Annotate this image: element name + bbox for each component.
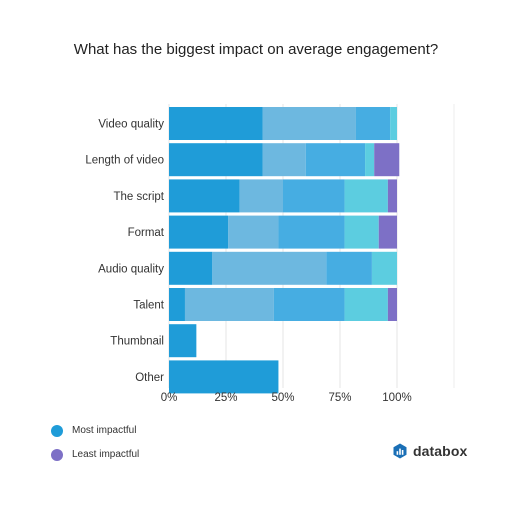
bar-segment <box>278 215 345 249</box>
category-label: Length of video <box>85 155 164 167</box>
x-tick-label: 50% <box>271 392 294 404</box>
bar-segment <box>212 251 327 285</box>
legend-dot-icon <box>51 424 63 437</box>
category-label: Audio quality <box>98 263 164 275</box>
category-label: The script <box>114 191 165 203</box>
x-tick-label: 100% <box>382 392 411 404</box>
legend-dot-icon <box>51 448 63 461</box>
bar-segment <box>228 215 279 249</box>
bar-segment <box>169 360 279 394</box>
bar-segment <box>344 288 388 321</box>
legend-label: Least impactful <box>72 449 140 460</box>
bar-segment <box>262 143 306 177</box>
x-tick-label: 0% <box>161 392 178 404</box>
chart-title: What has the biggest impact on average e… <box>73 41 439 58</box>
databox-brand: databox <box>392 443 467 459</box>
bar-segment <box>169 215 229 249</box>
bar-segment <box>387 288 397 321</box>
bar-segment <box>365 143 375 177</box>
bar-segment <box>184 288 274 321</box>
bar-segment <box>344 179 388 213</box>
bar-segment <box>169 324 197 358</box>
bar-segment <box>169 288 185 321</box>
chart-legend: Most impactful Least impactful <box>51 424 139 472</box>
bar-segment <box>374 143 400 177</box>
databox-logo-icon <box>393 443 407 459</box>
bar-segment <box>169 251 213 285</box>
x-tick-label: 75% <box>328 392 351 404</box>
bar-segment <box>371 251 397 285</box>
bar-segment <box>169 143 263 177</box>
category-label: Thumbnail <box>110 336 164 348</box>
bar-segment <box>326 251 372 285</box>
category-label: Talent <box>133 300 164 312</box>
bar-segment <box>169 107 263 140</box>
brand-name: databox <box>413 443 468 459</box>
bar-segment <box>305 143 366 177</box>
category-label: Video quality <box>98 119 164 131</box>
x-tick-label: 25% <box>214 392 237 404</box>
bar-segment <box>262 107 356 140</box>
bar-segment <box>344 215 379 249</box>
bar-segment <box>169 179 240 213</box>
category-label: Other <box>135 372 164 384</box>
bar-segment <box>390 107 397 140</box>
legend-label: Most impactful <box>72 425 137 436</box>
bar-segment <box>283 179 345 213</box>
bar-segment <box>378 215 397 249</box>
bar-segment <box>239 179 283 213</box>
category-label: Format <box>128 227 165 239</box>
bar-segment <box>273 288 345 321</box>
legend-item-least-impactful: Least impactful <box>51 448 139 461</box>
legend-item-most-impactful: Most impactful <box>51 424 139 437</box>
bar-segment <box>355 107 391 140</box>
bar-segment <box>387 179 397 213</box>
